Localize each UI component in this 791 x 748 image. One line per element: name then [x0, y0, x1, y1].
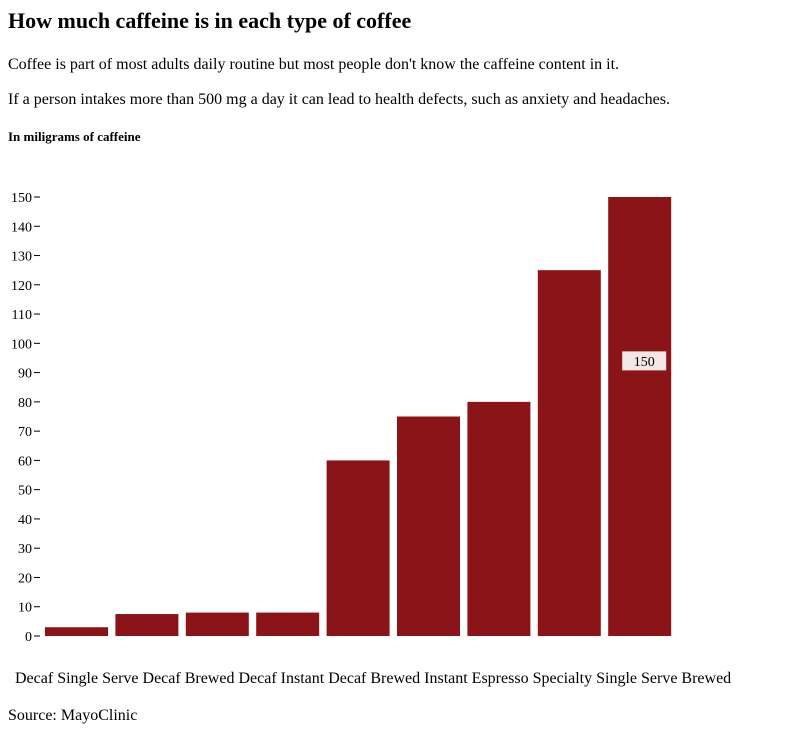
x-axis-category-labels: Decaf Single Serve Decaf Brewed Decaf In… — [15, 670, 732, 687]
bar[interactable] — [467, 401, 531, 636]
y-tick-label: 20 — [18, 571, 32, 586]
y-tick-label: 50 — [18, 484, 32, 499]
warning-paragraph: If a person intakes more than 500 mg a d… — [8, 91, 670, 108]
y-axis-label: In miligrams of caffeine — [8, 129, 141, 144]
y-tick-label: 30 — [18, 542, 32, 557]
y-tick-label: 40 — [18, 513, 32, 528]
bar[interactable] — [185, 612, 249, 636]
bar[interactable] — [608, 197, 672, 636]
y-tick-label: 70 — [18, 425, 32, 440]
y-tick-label: 120 — [11, 279, 32, 294]
y-tick-label: 60 — [18, 454, 32, 469]
page-title: How much caffeine is in each type of cof… — [8, 8, 412, 33]
bar[interactable] — [326, 460, 390, 636]
bar[interactable] — [115, 614, 179, 636]
bar[interactable] — [537, 270, 601, 636]
bar[interactable] — [397, 416, 460, 637]
y-tick-label: 100 — [11, 337, 32, 352]
y-tick-label: 140 — [11, 220, 32, 235]
value-tooltip — [622, 351, 667, 371]
y-tick-label: 0 — [25, 630, 32, 645]
intro-paragraph: Coffee is part of most adults daily rout… — [8, 56, 620, 73]
y-tick-label: 80 — [18, 396, 32, 411]
bar[interactable] — [256, 612, 320, 636]
value-tooltip-text: 150 — [634, 355, 655, 370]
source-note: Source: MayoClinic — [8, 707, 138, 724]
y-tick-label: 130 — [11, 250, 32, 265]
y-tick-label: 150 — [11, 191, 32, 206]
y-tick-label: 110 — [12, 308, 32, 323]
y-tick-label: 10 — [18, 601, 32, 616]
bar[interactable] — [45, 627, 108, 636]
y-tick-label: 90 — [18, 367, 32, 382]
